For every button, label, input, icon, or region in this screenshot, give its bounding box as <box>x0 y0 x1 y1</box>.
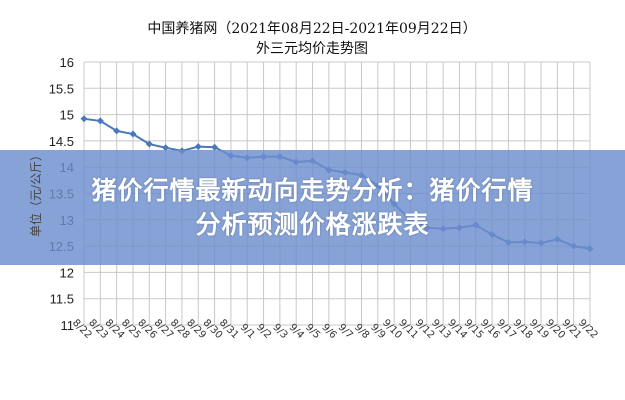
data-point <box>145 140 153 148</box>
data-point <box>113 127 121 135</box>
y-tick-label: 14.5 <box>49 134 74 149</box>
data-point <box>96 117 104 125</box>
chart-subtitle: 外三元均价走势图 <box>256 41 368 57</box>
y-tick-label: 11 <box>61 318 75 333</box>
headline-line-1: 猪价行情最新动向走势分析：猪价行情 <box>91 175 534 205</box>
y-tick-label: 15.5 <box>49 81 74 96</box>
data-point <box>194 143 202 151</box>
data-point <box>162 144 170 152</box>
y-tick-label: 16 <box>60 55 74 70</box>
data-point <box>129 130 137 138</box>
y-tick-label: 12 <box>60 265 74 280</box>
headline-banner: 猪价行情最新动向走势分析：猪价行情 分析预测价格涨跌表 <box>0 150 625 265</box>
chart-title: 中国养猪网（2021年08月22日-2021年09月22日） <box>147 21 476 37</box>
y-axis-label: 单位（元/公斤） <box>29 148 43 238</box>
data-point <box>80 115 88 123</box>
headline-line-2: 分析预测价格涨跌表 <box>195 209 430 239</box>
y-tick-label: 15 <box>60 108 74 123</box>
data-point <box>211 143 219 151</box>
y-tick-label: 11.5 <box>50 292 74 307</box>
